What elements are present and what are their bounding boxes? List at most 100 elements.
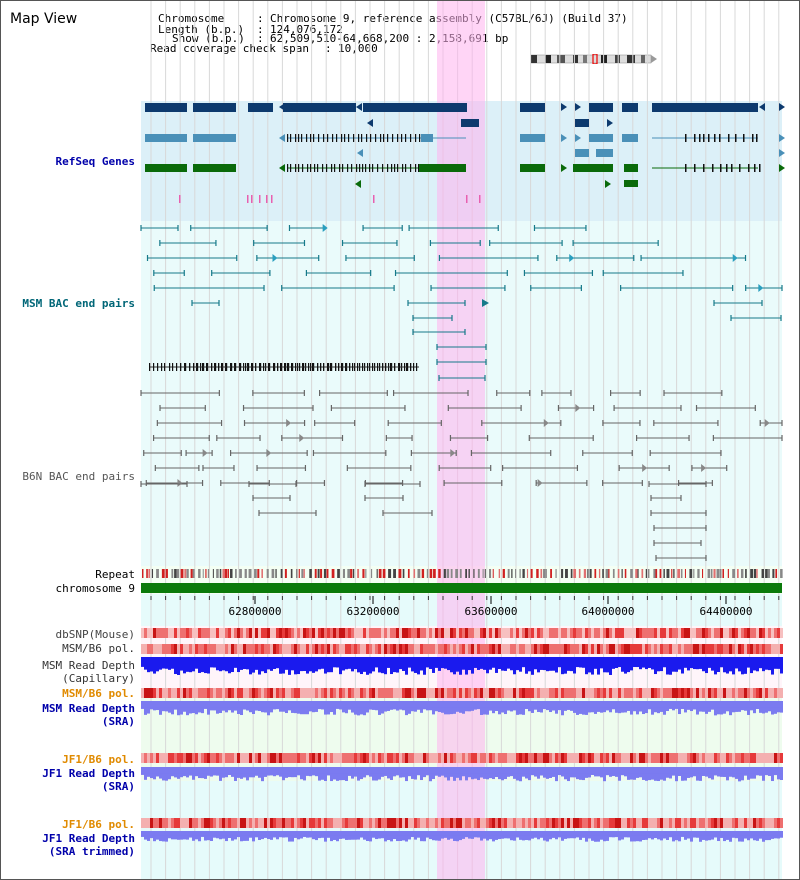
polymorphism-cell <box>591 628 594 638</box>
polymorphism-cell <box>423 644 426 654</box>
read-depth-bar <box>330 767 333 782</box>
gene-block-steel <box>589 134 613 142</box>
polymorphism-cell <box>168 628 171 638</box>
polymorphism-cell <box>597 628 600 638</box>
gene-exon <box>419 134 421 142</box>
gene-exon <box>748 164 750 172</box>
read-depth-bar <box>699 767 702 781</box>
polymorphism-cell <box>501 753 504 763</box>
polymorphism-cell <box>357 628 360 638</box>
gene-exon <box>226 363 228 371</box>
msm-bac-track[interactable] <box>140 224 783 381</box>
track-label-jf1-depth-trim: JF1 Read Depth (SRA trimmed) <box>42 832 135 858</box>
gene-exon <box>299 363 301 371</box>
gene-exon <box>392 134 394 142</box>
polymorphism-cell <box>738 644 741 654</box>
gene-exon <box>356 164 358 172</box>
polymorphism-cell <box>231 644 234 654</box>
polymorphism-cell <box>423 688 426 698</box>
polymorphism-cell <box>765 628 768 638</box>
polymorphism-cell <box>630 753 633 763</box>
polymorphism-cell <box>726 644 729 654</box>
polymorphism-cell <box>756 688 759 698</box>
repeat-mark <box>239 569 242 578</box>
highlight-region[interactable] <box>437 1 485 879</box>
polymorphism-cell <box>435 628 438 638</box>
polymorphism-cell <box>459 818 462 828</box>
polymorphism-cell <box>687 628 690 638</box>
gene-exon <box>345 363 347 371</box>
polymorphism-cell <box>294 818 297 828</box>
repeat-mark <box>498 569 501 578</box>
polymorphism-cell <box>642 628 645 638</box>
strand-arrow-left <box>357 149 363 157</box>
polymorphism-cell <box>162 688 165 698</box>
polymorphism-cell <box>603 644 606 654</box>
read-depth-bar <box>375 767 378 781</box>
polymorphism-cell <box>291 753 294 763</box>
polymorphism-cell <box>147 688 150 698</box>
read-depth-bar <box>378 657 381 673</box>
polymorphism-cell <box>738 753 741 763</box>
read-depth-bar <box>291 831 294 842</box>
repeat-mark <box>244 569 247 578</box>
polymorphism-cell <box>468 688 471 698</box>
read-depth-bar <box>519 767 522 782</box>
polymorphism-cell <box>426 644 429 654</box>
polymorphism-cell <box>408 753 411 763</box>
refseq-genes-track[interactable] <box>145 103 785 371</box>
polymorphism-cell <box>660 818 663 828</box>
read-depth-bar <box>465 767 468 781</box>
repeat-mark <box>378 569 382 578</box>
polymorphism-cell <box>591 753 594 763</box>
polymorphism-cell <box>735 753 738 763</box>
polymorphism-cell <box>564 688 567 698</box>
polymorphism-cell <box>165 688 168 698</box>
gene-exon <box>291 363 293 371</box>
read-depth-bar <box>354 701 357 715</box>
read-depth-bar <box>324 701 327 715</box>
read-depth-bar <box>714 701 717 716</box>
polymorphism-cell <box>204 818 207 828</box>
gene-exon <box>320 363 322 371</box>
gene-block-navy <box>363 103 467 112</box>
read-depth-bar <box>363 701 366 716</box>
read-depth-bar <box>324 657 327 674</box>
repeat-mark <box>248 569 252 578</box>
polymorphism-cell <box>315 688 318 698</box>
polymorphism-cell <box>375 753 378 763</box>
gene-exon <box>295 164 297 172</box>
repeat-mark <box>522 569 525 578</box>
gene-exon <box>322 164 324 172</box>
polymorphism-cell <box>780 644 783 654</box>
gene-exon <box>418 164 420 172</box>
b6n-bac-track[interactable] <box>140 390 783 561</box>
polymorphism-cell <box>267 818 270 828</box>
polymorphism-cell <box>282 688 285 698</box>
read-depth-bar <box>153 657 156 674</box>
read-depth-bar <box>165 831 168 842</box>
polymorphism-cell <box>654 818 657 828</box>
read-depth-bar <box>405 831 408 842</box>
read-depth-bar <box>699 831 702 842</box>
polymorphism-cell <box>762 818 765 828</box>
repeat-mark <box>280 569 283 578</box>
repeat-mark <box>388 569 392 578</box>
gene-exon <box>720 164 722 172</box>
gene-exon <box>336 134 338 142</box>
polymorphism-cell <box>336 753 339 763</box>
polymorphism-cell <box>489 818 492 828</box>
polymorphism-cell <box>771 628 774 638</box>
strand-arrow-right <box>605 180 611 188</box>
polymorphism-cell <box>729 644 732 654</box>
read-depth-bar <box>486 657 489 674</box>
b6n-bac-pair-arrow <box>543 419 549 427</box>
polymorphism-cell <box>690 818 693 828</box>
polymorphism-cell <box>198 688 201 698</box>
polymorphism-cell <box>756 644 759 654</box>
polymorphism-cell <box>201 753 204 763</box>
polymorphism-cell <box>501 644 504 654</box>
polymorphism-cell <box>561 644 564 654</box>
polymorphism-cell <box>495 688 498 698</box>
polymorphism-cell <box>363 644 366 654</box>
